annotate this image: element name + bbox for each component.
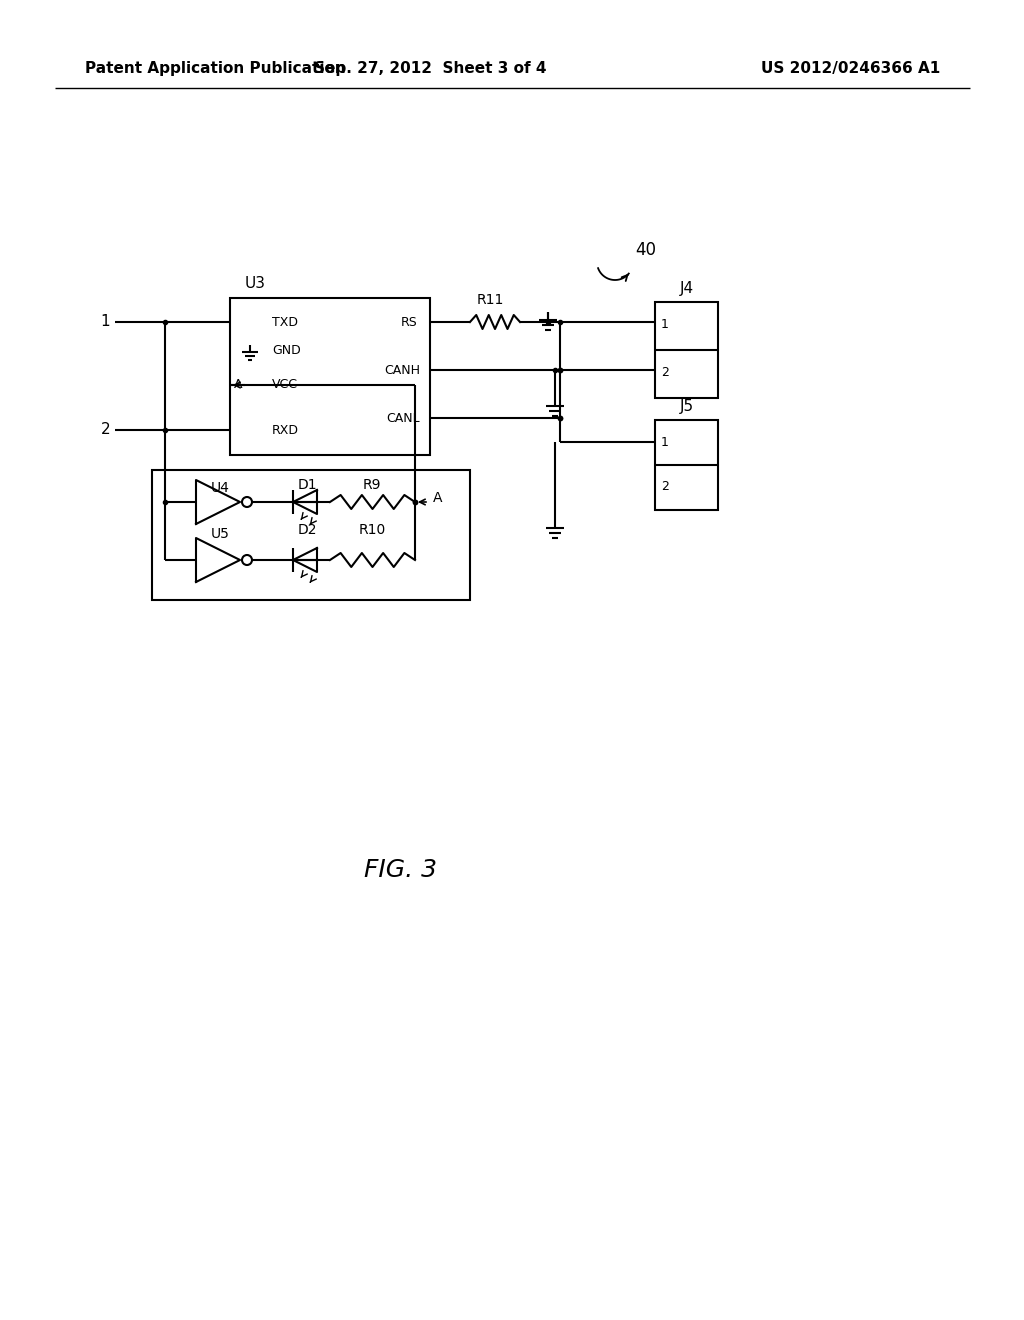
Bar bbox=[230, 298, 430, 455]
Text: CANL: CANL bbox=[386, 412, 420, 425]
Text: GND: GND bbox=[272, 343, 301, 356]
Text: 2: 2 bbox=[100, 422, 110, 437]
Text: Patent Application Publication: Patent Application Publication bbox=[85, 61, 346, 75]
Text: 1: 1 bbox=[662, 436, 669, 449]
Text: R10: R10 bbox=[358, 523, 386, 537]
Text: RS: RS bbox=[401, 315, 418, 329]
Text: Sep. 27, 2012  Sheet 3 of 4: Sep. 27, 2012 Sheet 3 of 4 bbox=[313, 61, 546, 75]
Text: D1: D1 bbox=[297, 478, 316, 492]
Text: VCC: VCC bbox=[272, 379, 298, 392]
Text: 2: 2 bbox=[662, 366, 669, 379]
Text: 40: 40 bbox=[635, 242, 656, 259]
Text: TXD: TXD bbox=[272, 315, 298, 329]
Text: CANH: CANH bbox=[384, 363, 420, 376]
Text: US 2012/0246366 A1: US 2012/0246366 A1 bbox=[761, 61, 940, 75]
Text: U4: U4 bbox=[211, 480, 229, 495]
Text: 1: 1 bbox=[662, 318, 669, 330]
Text: RXD: RXD bbox=[272, 424, 299, 437]
Text: J5: J5 bbox=[680, 399, 694, 413]
Bar bbox=[152, 470, 470, 601]
Text: J4: J4 bbox=[680, 281, 694, 296]
Text: U5: U5 bbox=[211, 527, 229, 541]
Text: R9: R9 bbox=[362, 478, 381, 492]
Text: D2: D2 bbox=[297, 523, 316, 537]
Text: A: A bbox=[433, 491, 442, 506]
Bar bbox=[655, 420, 718, 510]
Text: U3: U3 bbox=[245, 276, 266, 292]
Text: 1: 1 bbox=[100, 314, 110, 330]
Bar bbox=[655, 302, 718, 399]
Text: 2: 2 bbox=[662, 480, 669, 494]
Text: A: A bbox=[233, 379, 242, 392]
Text: R11: R11 bbox=[476, 293, 504, 308]
Text: FIG. 3: FIG. 3 bbox=[364, 858, 436, 882]
